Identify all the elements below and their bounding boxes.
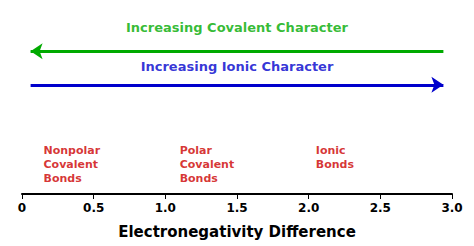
svg-text:Nonpolar: Nonpolar bbox=[44, 144, 101, 157]
svg-text:0: 0 bbox=[18, 201, 26, 215]
svg-text:0.5: 0.5 bbox=[83, 201, 104, 215]
svg-text:Bonds: Bonds bbox=[316, 158, 355, 171]
svg-text:Polar: Polar bbox=[180, 144, 213, 157]
svg-text:Covalent: Covalent bbox=[180, 158, 235, 171]
svg-text:Electronegativity Difference: Electronegativity Difference bbox=[118, 223, 356, 241]
svg-text:Increasing Ionic Character: Increasing Ionic Character bbox=[141, 59, 334, 74]
svg-text:Covalent: Covalent bbox=[44, 158, 99, 171]
svg-text:Ionic: Ionic bbox=[316, 144, 346, 157]
svg-text:Bonds: Bonds bbox=[44, 172, 83, 185]
svg-text:Increasing Covalent Character: Increasing Covalent Character bbox=[126, 20, 349, 35]
svg-text:1.0: 1.0 bbox=[155, 201, 176, 215]
svg-text:2.0: 2.0 bbox=[298, 201, 319, 215]
svg-text:Bonds: Bonds bbox=[180, 172, 219, 185]
svg-text:3.0: 3.0 bbox=[441, 201, 462, 215]
svg-text:2.5: 2.5 bbox=[370, 201, 391, 215]
svg-text:1.5: 1.5 bbox=[226, 201, 247, 215]
